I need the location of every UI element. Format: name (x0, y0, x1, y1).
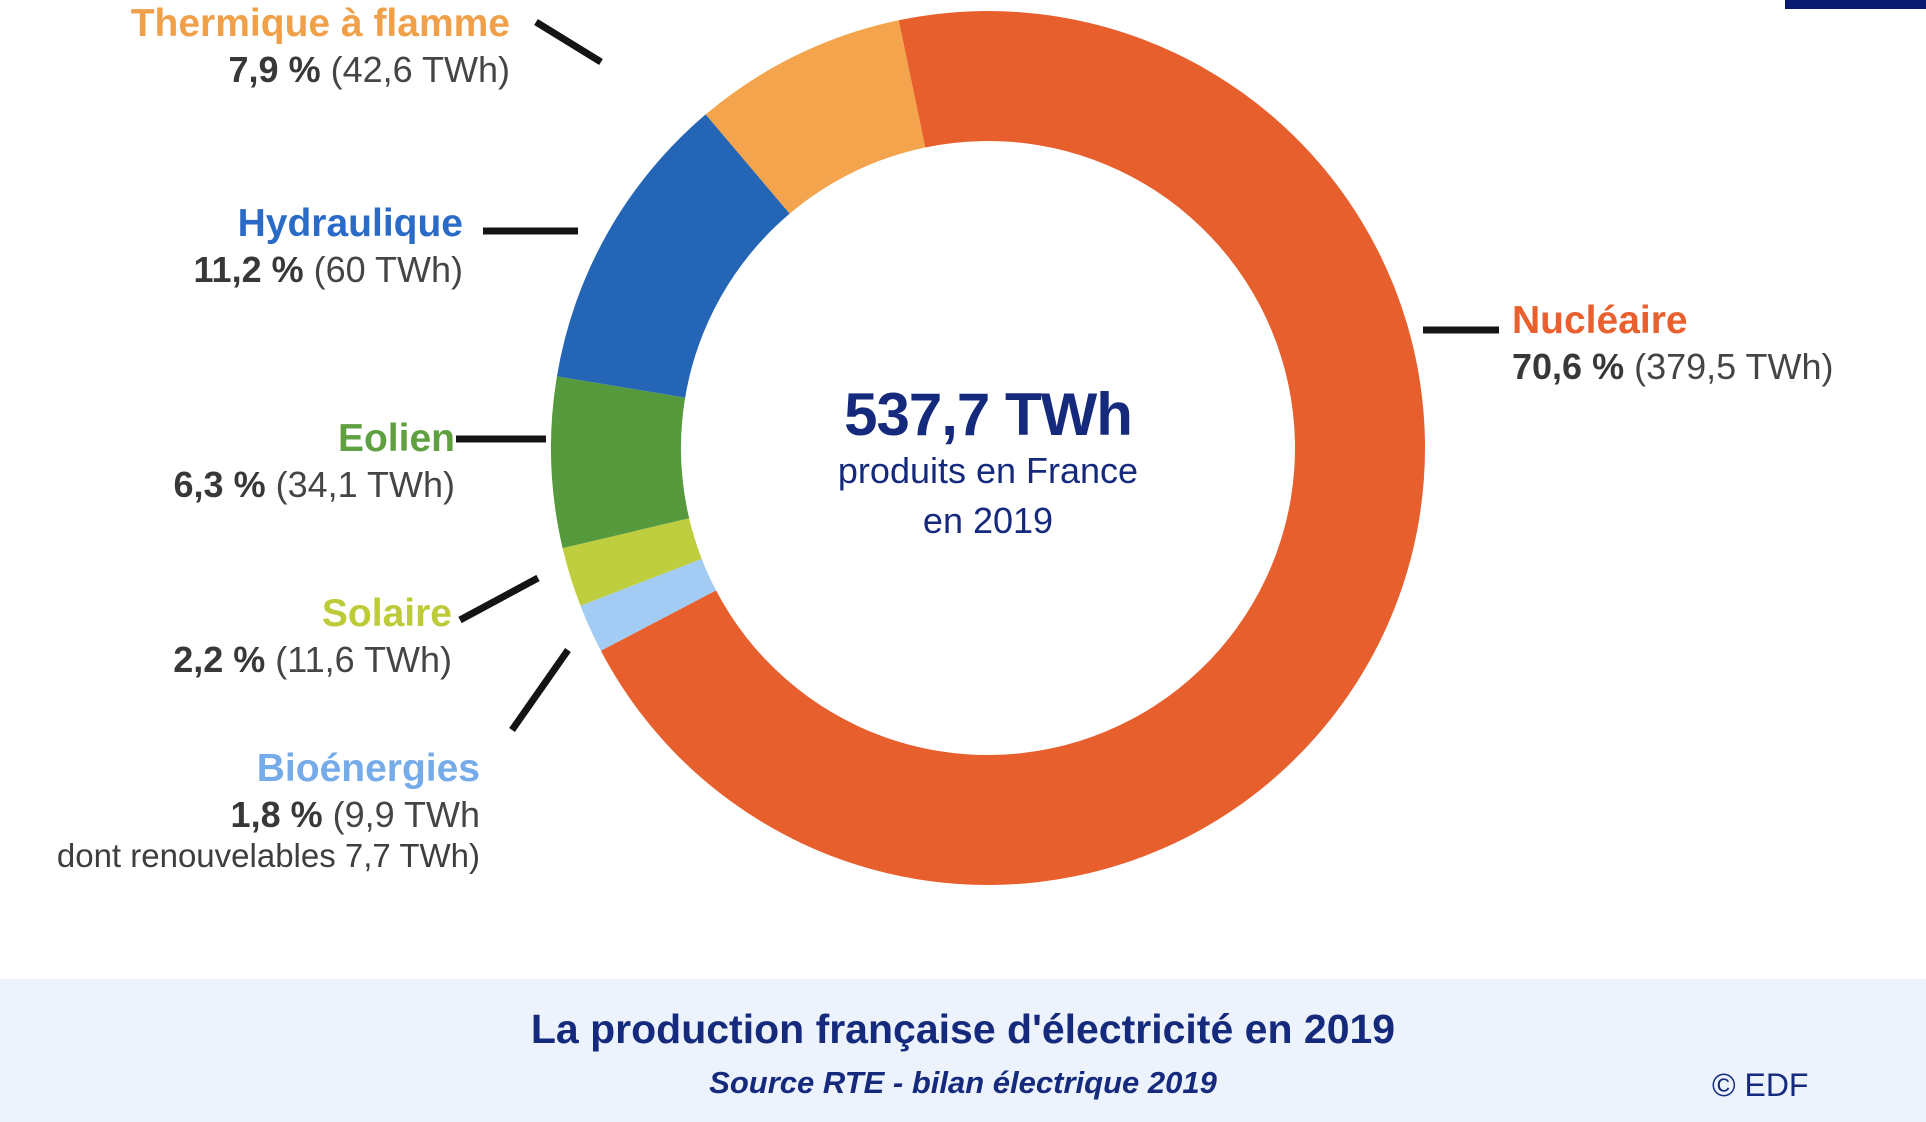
total-caption-line1: produits en France (837, 450, 1139, 491)
footer-band: La production française d'électricité en… (0, 979, 1926, 1122)
label-nucleaire-value: 70,6 % (379,5 TWh) (1512, 345, 1834, 387)
label-nucleaire-name: Nucléaire (1512, 299, 1688, 342)
label-eolien-name: Eolien (337, 417, 455, 460)
leader-line-thermique (534, 19, 603, 65)
label-eolien-value: 6,3 % (34,1 TWh) (173, 463, 455, 505)
label-hydraulique-value: 11,2 % (60 TWh) (193, 248, 463, 290)
label-bioenergies: Bioénergies 1,8 % (9,9 TWh dont renouvel… (57, 745, 480, 877)
donut-segment-nucleaire (600, 11, 1425, 886)
donut-segment-hydraulique (556, 114, 790, 398)
label-hydraulique-name: Hydraulique (237, 202, 463, 245)
label-bioenergies-value: 1,8 % (9,9 TWh (230, 793, 480, 835)
label-solaire: Solaire 2,2 % (11,6 TWh) (173, 590, 452, 681)
brand-corner-strip (1785, 0, 1926, 9)
donut-segment-solaire (562, 518, 702, 606)
label-solaire-value: 2,2 % (11,6 TWh) (173, 638, 452, 680)
donut-center-total: 537,7 TWh produits en France en 2019 (738, 383, 1238, 547)
label-nucleaire: Nucléaire 70,6 % (379,5 TWh) (1512, 297, 1834, 388)
leader-line-bioenergies (509, 647, 571, 733)
leader-line-solaire (458, 574, 540, 624)
label-thermique-name: Thermique à flamme (130, 2, 510, 45)
label-hydraulique: Hydraulique 11,2 % (60 TWh) (194, 200, 463, 291)
source-credit: Source RTE - bilan électrique 2019 (709, 1065, 1217, 1100)
label-bioenergies-detail: dont renouvelables 7,7 TWh) (56, 837, 480, 875)
label-bioenergies-name: Bioénergies (256, 747, 480, 790)
total-value: 537,7 TWh (844, 381, 1133, 448)
label-eolien: Eolien 6,3 % (34,1 TWh) (174, 415, 455, 506)
label-thermique: Thermique à flamme 7,9 % (42,6 TWh) (131, 0, 510, 91)
copyright-edf: © EDF (1712, 1067, 1809, 1103)
total-caption-line2: en 2019 (922, 500, 1054, 542)
label-solaire-name: Solaire (321, 592, 452, 635)
donut-segment-thermique (705, 20, 926, 214)
chart-title: La production française d'électricité en… (530, 1006, 1396, 1052)
label-thermique-value: 7,9 % (42,6 TWh) (228, 48, 510, 90)
donut-segment-eolien (551, 376, 690, 549)
donut-segment-bioenergies (580, 558, 717, 651)
